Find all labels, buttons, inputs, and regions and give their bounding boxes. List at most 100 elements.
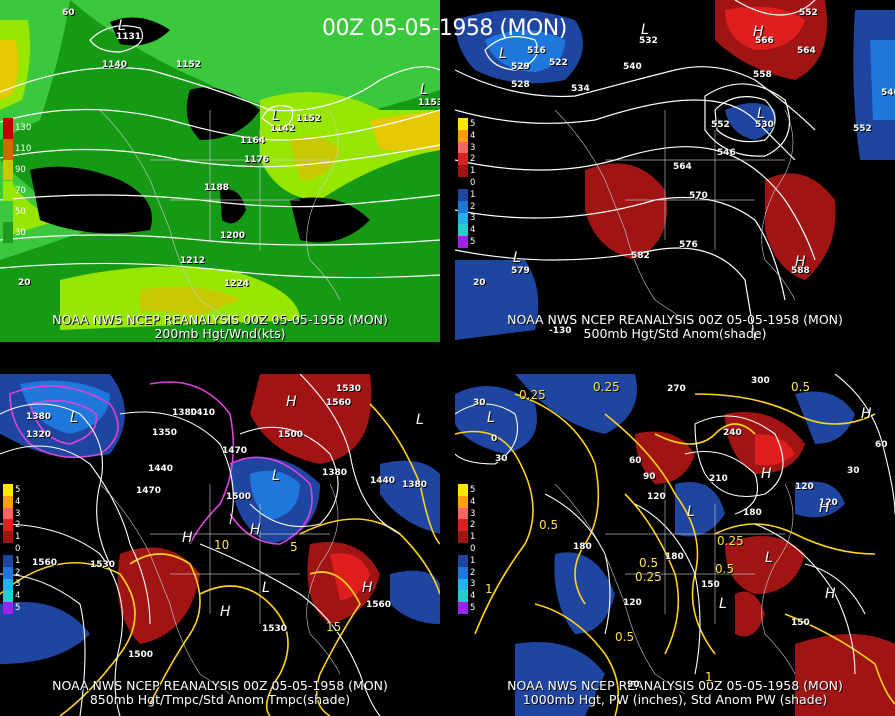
contour-label: 0.25	[593, 380, 620, 394]
contour-label: 5	[290, 540, 298, 554]
caption-line1: NOAA NWS NCEP REANALYSIS 00Z 05-05-1958 …	[507, 678, 843, 693]
contour-label: 552	[853, 124, 872, 134]
colorbar-cell	[458, 566, 468, 579]
contour-label: 1152	[176, 60, 202, 70]
contour-label: 15	[326, 620, 342, 634]
colorbar-cell	[458, 495, 468, 508]
low-pressure-marker: L	[420, 82, 428, 98]
colorbar-wind: 130 110 90 70 50 30	[3, 118, 31, 243]
colorbar-cell	[458, 212, 468, 225]
contour-label: 120	[623, 598, 642, 608]
colorbar-cell	[3, 578, 13, 591]
colorbar-label: 1	[470, 166, 476, 177]
high-pressure-marker: H	[220, 604, 231, 620]
contour-label: 270	[667, 384, 686, 394]
colorbar-label: 5	[470, 118, 476, 129]
colorbar-label: 2	[15, 520, 21, 531]
colorbar-cell	[3, 543, 13, 555]
low-pressure-marker: L	[487, 410, 495, 426]
high-pressure-marker: H	[825, 586, 836, 602]
contour-label: 90	[643, 472, 656, 482]
contour-label: 1530	[336, 384, 362, 394]
colorbar-label: 0	[470, 544, 476, 554]
colorbar-cell	[458, 484, 468, 496]
colorbar-cell	[458, 543, 468, 555]
colorbar-cell	[458, 507, 468, 520]
colorbar-label: 4	[15, 591, 21, 602]
high-pressure-marker: H	[861, 406, 872, 422]
colorbar-label: 3	[15, 508, 21, 519]
colorbar-cell	[458, 118, 468, 130]
colorbar-label: 1	[470, 189, 476, 200]
contour-label: 1164	[240, 136, 266, 146]
colorbar-label: 0	[15, 544, 21, 554]
contour-label: 532	[639, 36, 658, 46]
colorbar-label: 5	[15, 603, 21, 614]
contour-label: 30	[495, 454, 508, 464]
low-pressure-marker: L	[416, 412, 424, 428]
contour-label: 540	[623, 62, 642, 72]
map-850mb	[0, 374, 440, 716]
colorbar-cell	[458, 177, 468, 189]
high-pressure-marker: H	[761, 466, 772, 482]
contour-label: 120	[647, 492, 666, 502]
low-pressure-marker: L	[757, 106, 765, 122]
contour-label: 558	[753, 70, 772, 80]
contour-label: 180	[573, 542, 592, 552]
contour-label: 1	[705, 670, 713, 684]
contour-label: 60	[62, 8, 75, 18]
colorbar-cell	[3, 222, 13, 243]
contour-label: 1320	[26, 430, 52, 440]
colorbar-cell	[3, 484, 13, 496]
contour-label: 180	[665, 552, 684, 562]
contour-label: 1	[485, 582, 493, 596]
colorbar-label: 1	[15, 555, 21, 566]
contour-label: 120	[819, 498, 838, 508]
contour-label: 120	[795, 482, 814, 492]
contour-label: 180	[743, 508, 762, 518]
contour-label: 530	[755, 120, 774, 130]
colorbar-cell	[3, 201, 13, 223]
contour-label: 570	[689, 191, 708, 201]
colorbar-label: 5	[470, 484, 476, 495]
contour-label: 1500	[226, 492, 252, 502]
colorbar-cell	[3, 554, 13, 567]
colorbar-label: 5	[470, 237, 476, 248]
contour-label: 30	[847, 466, 860, 476]
low-pressure-marker: L	[70, 410, 78, 426]
colorbar-cell	[458, 554, 468, 567]
contour-label: 1440	[370, 476, 396, 486]
map-1000mb	[455, 374, 895, 716]
colorbar-label: 2	[470, 201, 476, 212]
colorbar-cell	[3, 495, 13, 508]
contour-label: 210	[709, 474, 728, 484]
colorbar-label: 2	[470, 567, 476, 578]
colorbar-cell	[458, 519, 468, 532]
contour-label: 60	[629, 456, 642, 466]
colorbar-cell	[458, 129, 468, 142]
contour-label: 0.5	[539, 518, 559, 532]
contour-label: 564	[797, 46, 816, 56]
contour-label: 0.25	[635, 570, 662, 584]
contour-label: 1410	[190, 408, 216, 418]
colorbar-cell	[458, 165, 468, 178]
contour-label: 1380	[322, 468, 348, 478]
high-pressure-marker: H	[819, 500, 830, 516]
colorbar-cell	[3, 519, 13, 532]
colorbar-label: 3	[470, 579, 476, 590]
contour-label: 1380	[26, 412, 52, 422]
colorbar-cell	[3, 590, 13, 603]
colorbar-label: 1	[470, 532, 476, 543]
contour-label: 0.5	[615, 630, 635, 644]
contour-label: 1500	[278, 430, 304, 440]
colorbar-label: 4	[470, 591, 476, 602]
contour-label: 566	[755, 36, 774, 46]
contour-label: 582	[631, 251, 650, 261]
high-pressure-marker: H	[795, 254, 806, 270]
colorbar-label: 130	[15, 123, 32, 134]
high-pressure-marker: H	[753, 24, 764, 40]
